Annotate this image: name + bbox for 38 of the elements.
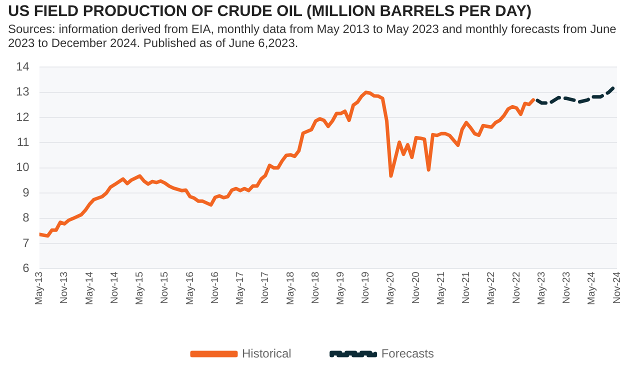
y-tick-label: 14 — [16, 60, 30, 74]
y-tick-label: 6 — [22, 260, 30, 275]
x-tick-label: May-13 — [34, 271, 46, 306]
line-series — [536, 86, 615, 105]
y-tick-label: 8 — [22, 210, 30, 225]
x-tick-label: May-14 — [84, 271, 96, 306]
y-tick-label: 11 — [16, 135, 30, 150]
legend-label: Historical — [242, 346, 292, 360]
x-tick-label: Nov-24 — [612, 271, 623, 304]
y-tick-label: 7 — [22, 236, 30, 250]
x-tick-label: May-16 — [184, 271, 196, 306]
x-tick-label: Nov-21 — [461, 271, 472, 304]
x-tick-label: Nov-20 — [410, 271, 422, 304]
y-tick-label: 13 — [16, 84, 30, 99]
x-tick-label: May-18 — [285, 271, 296, 306]
x-tick-label: May-19 — [335, 271, 346, 306]
x-tick-label: Nov-14 — [109, 271, 120, 304]
x-tick-label: May-22 — [486, 271, 498, 306]
y-tick-label: 12 — [16, 110, 30, 124]
x-tick-label: May-17 — [235, 271, 246, 306]
x-tick-label: Nov-23 — [562, 271, 573, 304]
x-tick-label: May-20 — [386, 271, 397, 306]
x-tick-label: Nov-17 — [260, 271, 272, 304]
x-tick-label: Nov-19 — [360, 271, 372, 304]
x-tick-label: Nov-13 — [59, 271, 70, 304]
x-tick-label: Nov-16 — [210, 271, 221, 304]
chart-title: US FIELD PRODUCTION OF CRUDE OIL (MILLION BARRELS PER DAY) — [7, 2, 533, 21]
source-note: Sources: information derived from EIA, monthly data from May 2013 to May 2023 and monthly forecasts from June 2023 to December 2024. Published as of June 6,2023. — [7, 21, 618, 50]
legend-label: Forecasts — [381, 346, 434, 360]
y-tick-label: 10 — [16, 160, 30, 174]
x-tick-label: May-15 — [134, 271, 146, 306]
x-tick-label: Nov-22 — [511, 271, 522, 304]
x-tick-label: May-21 — [436, 271, 447, 306]
x-tick-label: Nov-18 — [310, 271, 322, 304]
y-tick-label: 9 — [22, 185, 30, 200]
x-tick-label: May-23 — [536, 271, 548, 306]
x-tick-label: May-24 — [586, 271, 598, 306]
x-tick-label: Nov-15 — [160, 271, 171, 304]
